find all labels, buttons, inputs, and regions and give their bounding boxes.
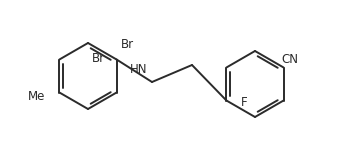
Text: Me: Me: [28, 90, 45, 103]
Text: Br: Br: [121, 37, 134, 51]
Text: F: F: [240, 96, 247, 109]
Text: CN: CN: [281, 53, 298, 66]
Text: Br: Br: [92, 52, 105, 65]
Text: HN: HN: [130, 63, 147, 76]
